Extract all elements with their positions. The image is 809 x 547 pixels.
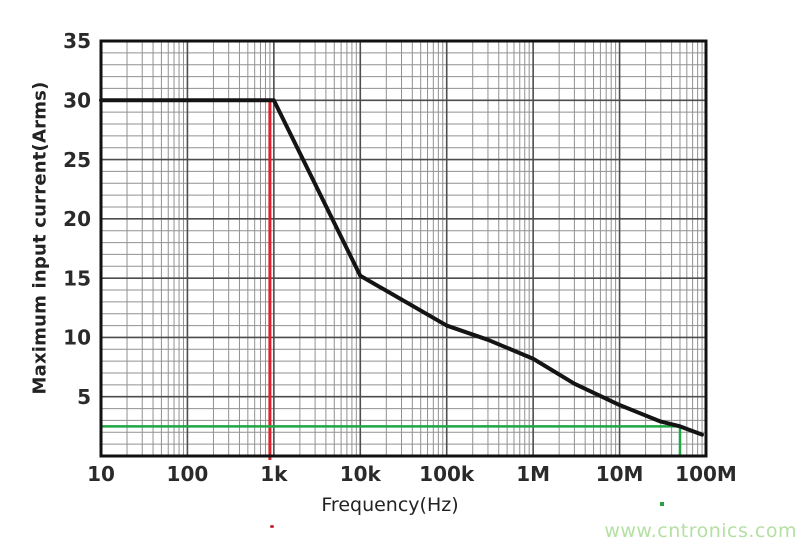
x-tick-label: 10M (596, 462, 644, 486)
x-tick-label: 10 (87, 462, 115, 486)
x-tick-label: 10k (340, 462, 382, 486)
y-tick-label: 20 (63, 207, 91, 231)
x-tick-label: 100M (675, 462, 737, 486)
y-tick-label: 25 (63, 148, 91, 172)
y-tick-label: 30 (63, 88, 91, 112)
red-speck-mark (270, 525, 274, 528)
x-tick-label: 1M (516, 462, 550, 486)
x-tick-label: 1k (260, 462, 288, 486)
y-tick-label: 10 (63, 326, 91, 350)
y-axis-title: Maximum input current(Arms) (29, 81, 51, 395)
y-tick-label: 5 (77, 385, 91, 409)
watermark-text: www.cntronics.com (604, 520, 797, 542)
x-tick-label: 100k (419, 462, 475, 486)
x-axis-title: Frequency(Hz) (321, 494, 459, 516)
green-speck-mark (660, 502, 664, 506)
x-tick-label: 100 (167, 462, 209, 486)
y-tick-label: 15 (63, 266, 91, 290)
maximum-input-current-curve (99, 98, 705, 437)
y-tick-label: 35 (63, 29, 91, 53)
plot-border (99, 39, 708, 458)
